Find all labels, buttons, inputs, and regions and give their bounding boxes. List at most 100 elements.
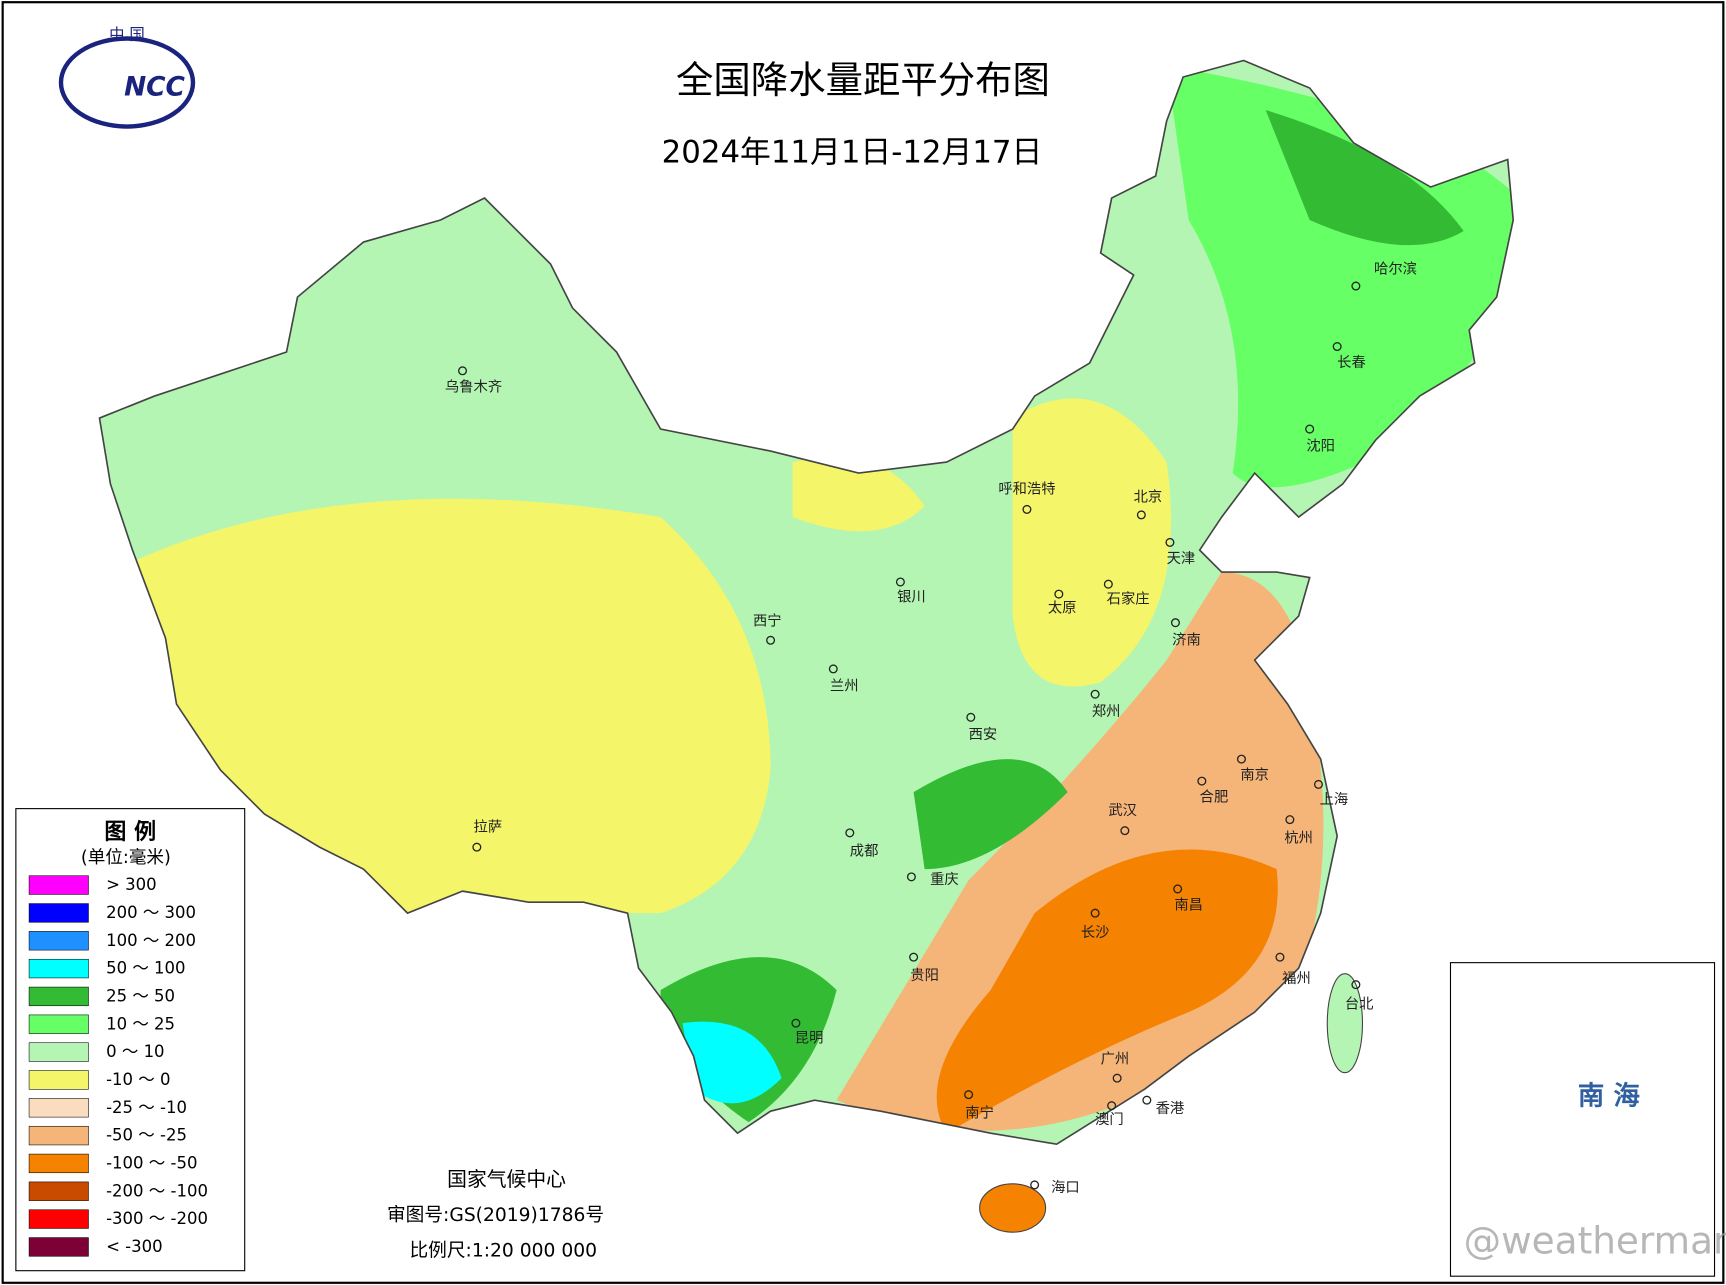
city-marker (1090, 908, 1100, 918)
city-marker (1022, 504, 1032, 514)
legend-swatch (28, 931, 89, 951)
city-marker (964, 1090, 974, 1100)
legend-swatch (28, 1014, 89, 1034)
logo-text: NCC (124, 72, 185, 103)
city-label: 海口 (1051, 1179, 1080, 1196)
legend: 图 例 (单位:毫米) > 300 200 ～ 300 100 ～ 200 50 ～ … (15, 808, 246, 1272)
city-marker (458, 366, 468, 376)
city-marker (906, 872, 916, 882)
city-label: 哈尔滨 (1374, 261, 1417, 278)
city-marker (1090, 689, 1100, 699)
city-marker (895, 577, 905, 587)
city-marker (1030, 1180, 1040, 1190)
legend-swatch (28, 1209, 89, 1229)
city-marker (766, 635, 776, 645)
city-marker (1103, 579, 1113, 589)
city-label: 成都 (850, 843, 879, 860)
logo: 中 国 NCC (58, 26, 196, 129)
city-marker (1136, 510, 1146, 520)
city-marker (828, 664, 838, 674)
city-marker (791, 1018, 801, 1028)
city-label: 重庆 (930, 871, 959, 888)
inset-label: 南 海 (1578, 1080, 1640, 1111)
city-marker (1173, 884, 1183, 894)
legend-label: -300 ～ -200 (106, 1209, 208, 1228)
city-label: 合肥 (1200, 789, 1229, 806)
city-label: 南昌 (1174, 896, 1203, 913)
city-marker (1275, 952, 1285, 962)
city-label: 贵阳 (910, 967, 939, 984)
city-marker (472, 842, 482, 852)
city-label: 西宁 (753, 613, 782, 630)
legend-swatch (28, 1237, 89, 1257)
city-label: 香港 (1156, 1100, 1185, 1117)
city-marker (1197, 776, 1207, 786)
city-label: 郑州 (1092, 703, 1121, 720)
city-label: 太原 (1048, 599, 1077, 616)
city-marker (1120, 826, 1130, 836)
city-label: 拉萨 (474, 818, 503, 835)
city-marker (909, 952, 919, 962)
legend-swatch (28, 903, 89, 923)
city-marker (1305, 424, 1315, 434)
legend-label: 100 ～ 200 (106, 931, 196, 950)
city-label: 南京 (1240, 767, 1269, 784)
legend-label: 25 ～ 50 (106, 986, 175, 1005)
city-label: 福州 (1282, 970, 1311, 987)
legend-swatch (28, 986, 89, 1007)
city-label: 乌鲁木齐 (445, 378, 502, 395)
city-marker (1285, 815, 1295, 825)
legend-label: 10 ～ 25 (106, 1014, 175, 1033)
city-label: 呼和浩特 (998, 481, 1055, 498)
city-marker (966, 712, 976, 722)
city-label: 西安 (969, 726, 998, 743)
subtitle: 2024年11月1日-12月17日 (662, 135, 1043, 171)
legend-swatch (28, 958, 89, 979)
hainan (979, 1183, 1047, 1233)
legend-swatch (28, 1042, 89, 1062)
city-label: 长春 (1337, 354, 1366, 371)
footer-scale: 比例尺:1:20 000 000 (409, 1240, 597, 1261)
legend-swatch (28, 1181, 89, 1201)
legend-label: < -300 (106, 1237, 163, 1256)
legend-swatch (28, 1070, 89, 1090)
city-label: 石家庄 (1107, 590, 1150, 608)
city-marker (1165, 537, 1175, 547)
city-label: 济南 (1172, 631, 1201, 648)
city-label: 广州 (1101, 1050, 1130, 1067)
city-marker (1107, 1101, 1117, 1111)
legend-swatch (28, 875, 89, 895)
legend-label: -50 ～ -25 (106, 1126, 187, 1145)
legend-label: -25 ～ -10 (106, 1098, 187, 1117)
city-label: 杭州 (1284, 829, 1313, 846)
legend-label: -100 ～ -50 (106, 1153, 197, 1172)
city-marker (1351, 281, 1361, 291)
city-marker (845, 828, 855, 838)
city-marker (1236, 754, 1246, 764)
footer-org: 国家气候中心 (447, 1168, 566, 1191)
city-label: 长沙 (1081, 924, 1110, 941)
legend-title: 图 例 (104, 820, 156, 845)
city-label: 澳门 (1095, 1111, 1124, 1128)
city-label: 南宁 (965, 1104, 994, 1121)
city-label: 台北 (1345, 995, 1374, 1012)
legend-swatch (28, 1153, 89, 1174)
inset (1449, 962, 1716, 1277)
logo-top: 中 国 (109, 26, 145, 44)
city-marker (1351, 980, 1361, 990)
city-marker (1170, 618, 1180, 628)
city-marker (1054, 589, 1064, 599)
city-marker (1112, 1073, 1122, 1083)
city-marker (1313, 779, 1323, 789)
legend-swatch (28, 1125, 89, 1146)
city-label: 银川 (897, 588, 926, 605)
legend-label: -200 ～ -100 (106, 1181, 208, 1200)
city-marker (1332, 342, 1342, 352)
legend-unit: (单位:毫米) (81, 848, 171, 868)
city-label: 天津 (1167, 550, 1196, 567)
taiwan (1326, 973, 1364, 1074)
legend-label: 0 ～ 10 (106, 1042, 164, 1061)
city-label: 兰州 (830, 678, 859, 695)
